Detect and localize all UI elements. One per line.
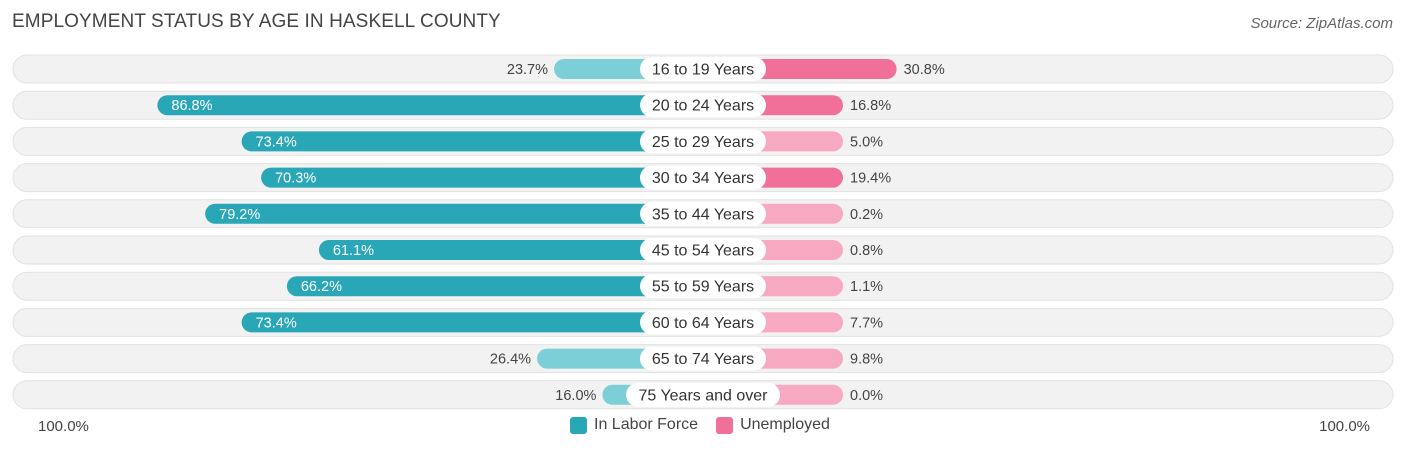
category-pill xyxy=(640,346,766,371)
unemployed-value-label: 0.8% xyxy=(850,243,883,259)
legend: In Labor Force Unemployed xyxy=(570,416,848,434)
category-label: 55 to 59 Years xyxy=(652,279,754,296)
category-pill xyxy=(640,310,766,335)
unemployed-value-label: 19.4% xyxy=(850,171,891,187)
legend-item-labor[interactable]: In Labor Force xyxy=(570,416,698,434)
legend-label-unemployed: Unemployed xyxy=(740,416,830,433)
category-pill xyxy=(640,129,766,154)
unemployed-value-label: 0.2% xyxy=(850,207,883,223)
chart-title: EMPLOYMENT STATUS BY AGE IN HASKELL COUN… xyxy=(12,11,501,32)
category-label: 65 to 74 Years xyxy=(652,351,754,368)
category-label: 25 to 29 Years xyxy=(652,134,754,151)
unemployed-value-label: 16.8% xyxy=(850,98,891,114)
legend-swatch-labor xyxy=(570,416,587,434)
category-label: 20 to 24 Years xyxy=(652,98,754,115)
labor-bar xyxy=(241,131,703,152)
legend-label-labor: In Labor Force xyxy=(594,416,699,433)
category-label: 16 to 19 Years xyxy=(652,62,754,79)
axis-right-label: 100.0% xyxy=(1319,418,1370,435)
labor-bar xyxy=(241,312,703,333)
labor-bar xyxy=(318,240,703,260)
labor-bar xyxy=(157,95,704,116)
labor-value-label: 86.8% xyxy=(171,98,212,114)
legend-item-unemployed[interactable]: Unemployed xyxy=(716,416,830,434)
labor-value-label: 16.0% xyxy=(555,388,596,404)
labor-value-label: 61.1% xyxy=(333,243,374,259)
category-pill xyxy=(640,238,766,262)
labor-value-label: 23.7% xyxy=(507,62,548,78)
category-pill xyxy=(640,201,766,226)
category-pill xyxy=(640,274,766,299)
source-label: Source: ZipAtlas.com xyxy=(1250,15,1393,32)
category-label: 35 to 44 Years xyxy=(652,206,754,223)
legend-swatch-unemployed xyxy=(716,416,734,434)
labor-bar xyxy=(286,276,703,297)
category-label: 75 Years and over xyxy=(639,387,769,404)
category-pill xyxy=(640,93,766,118)
labor-value-label: 73.4% xyxy=(256,134,297,150)
axis-left-label: 100.0% xyxy=(38,418,89,435)
category-pill xyxy=(640,57,766,81)
unemployed-value-label: 9.8% xyxy=(850,352,883,368)
unemployed-value-label: 30.8% xyxy=(904,62,945,78)
category-pill xyxy=(640,165,766,190)
labor-value-label: 26.4% xyxy=(490,352,531,368)
category-label: 30 to 34 Years xyxy=(652,170,754,187)
labor-value-label: 66.2% xyxy=(301,279,342,295)
category-label: 60 to 64 Years xyxy=(652,315,754,332)
unemployed-value-label: 7.7% xyxy=(850,315,883,331)
unemployed-value-label: 1.1% xyxy=(850,279,883,295)
unemployed-value-label: 0.0% xyxy=(850,388,883,404)
labor-bar xyxy=(205,203,703,224)
labor-value-label: 70.3% xyxy=(275,171,316,187)
labor-value-label: 73.4% xyxy=(256,315,297,331)
labor-value-label: 79.2% xyxy=(219,207,260,223)
labor-bar xyxy=(261,167,703,188)
category-pill xyxy=(626,382,780,407)
unemployed-value-label: 5.0% xyxy=(850,134,883,150)
category-label: 45 to 54 Years xyxy=(652,243,754,260)
